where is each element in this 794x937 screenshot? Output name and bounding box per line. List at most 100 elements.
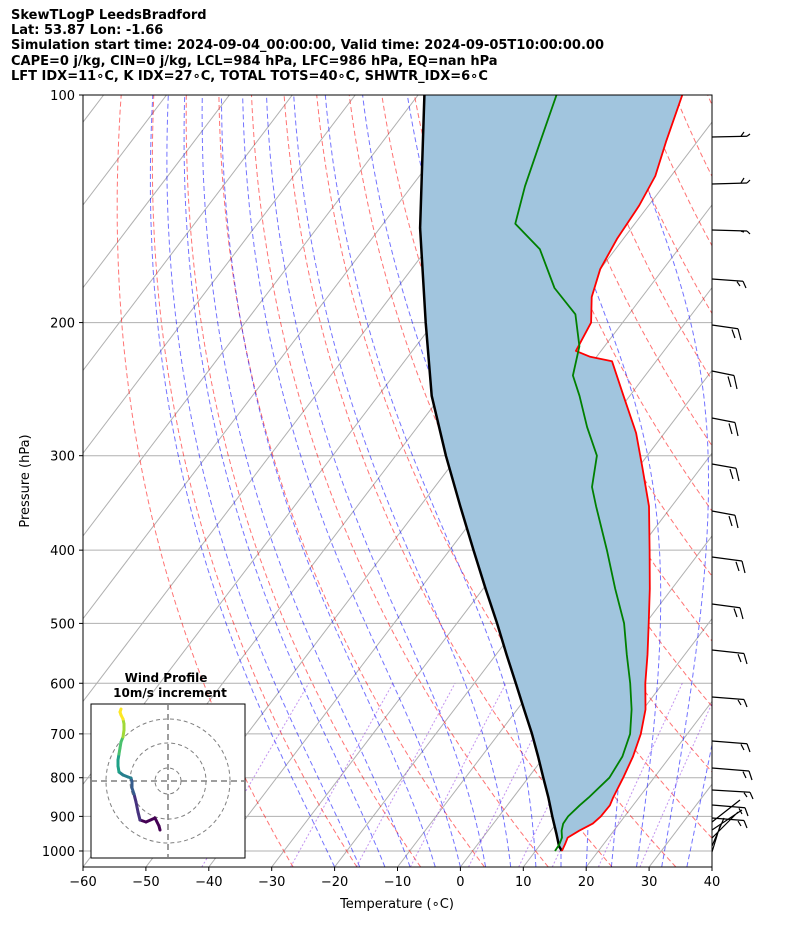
wind-barb	[711, 799, 743, 853]
wind-barb	[711, 177, 751, 185]
wind-barb-flag	[728, 423, 733, 435]
wind-barb-flag	[727, 376, 732, 388]
wind-barb-flag	[737, 328, 742, 341]
wind-barb-flag	[733, 608, 738, 618]
mixing-ratio-line	[468, 683, 562, 867]
wind-barb	[711, 767, 753, 781]
moist-adiabat	[529, 95, 662, 867]
parcel-line	[418, 95, 563, 852]
wind-barb-staff	[711, 789, 751, 793]
x-tick-label: 30	[641, 875, 658, 890]
wind-barb-staff	[711, 370, 735, 377]
wind-barb-flag	[741, 560, 746, 574]
inset-title: Wind Profile	[125, 671, 208, 685]
wind-barb-flag	[746, 743, 751, 753]
dewpoint-line	[514, 95, 633, 852]
moist-adiabat	[166, 95, 361, 867]
wind-barb	[711, 789, 754, 800]
x-tick-label: −20	[321, 875, 348, 890]
dry-adiabat	[283, 95, 613, 867]
x-tick-label: −60	[69, 875, 96, 890]
moist-adiabat	[324, 95, 537, 867]
wind-barb	[711, 463, 740, 482]
wind-barb-staff	[711, 603, 741, 609]
wind-barb-flag	[748, 770, 753, 781]
wind-barb-flag	[743, 653, 748, 665]
isotherm-line	[83, 95, 230, 289]
chart-title-block: SkewTLogP LeedsBradford Lat: 53.87 Lon: …	[11, 8, 604, 84]
wind-barb	[711, 804, 749, 817]
hodograph-trace	[116, 707, 162, 832]
wind-barb-flag	[740, 744, 745, 751]
isotherm-line	[83, 95, 482, 620]
isotherm-line	[83, 95, 105, 123]
x-tick-label: 10	[515, 875, 532, 890]
wind-barb-staff	[711, 463, 737, 469]
wind-barb	[711, 556, 746, 574]
moist-adiabat	[266, 95, 487, 867]
mixing-ratio-line	[355, 683, 456, 867]
y-axis-label: Pressure (hPa)	[18, 434, 33, 527]
wind-barb-flag	[749, 792, 754, 800]
wind-profile-inset: Wind Profile 10m/s increment	[90, 671, 246, 859]
y-tick-label: 200	[50, 317, 75, 332]
moist-adiabat	[242, 95, 461, 867]
hodograph-segment	[144, 816, 157, 824]
wind-barb-flag	[737, 653, 742, 663]
y-tick-label: 500	[50, 617, 75, 632]
x-axis-label: Temperature (∘C)	[339, 897, 454, 912]
wind-barb	[711, 229, 751, 235]
dry-adiabat	[151, 95, 358, 867]
wind-barb	[711, 417, 739, 437]
moist-adiabat	[737, 95, 794, 867]
mixing-ratio-line	[290, 683, 394, 867]
x-tick-label: −40	[195, 875, 222, 890]
wind-barb-staff	[711, 278, 744, 282]
chart-indices-1: CAPE=0 j/kg, CIN=0 j/kg, LCL=984 hPa, LF…	[11, 53, 498, 69]
wind-barb-staff	[711, 135, 748, 138]
y-axis-ticks: 100 200 300 400 500 600 700 800 900 1000	[42, 89, 83, 860]
wind-barb-flag	[737, 820, 742, 827]
moist-adiabat	[293, 95, 512, 867]
wind-barb-staff	[711, 696, 745, 701]
profile-lines	[418, 95, 684, 852]
y-tick-label: 1000	[42, 845, 75, 860]
wind-barb	[711, 370, 738, 390]
wind-barb-flag	[728, 515, 733, 527]
cape-cin-shading	[420, 95, 683, 851]
wind-barb-flag	[739, 607, 744, 620]
moist-adiabat	[220, 95, 436, 867]
wind-barb-flag	[746, 133, 751, 137]
wind-barb-flag	[736, 281, 741, 287]
wind-barb-flag	[735, 561, 740, 572]
y-tick-label: 800	[50, 772, 75, 787]
wind-barb-flag	[735, 468, 740, 482]
x-tick-label: 0	[456, 875, 464, 890]
temperature-line	[561, 95, 684, 852]
moist-adiabat	[686, 742, 712, 867]
wind-barb-flag	[737, 699, 742, 706]
wind-barb-flag	[731, 329, 736, 339]
moist-adiabat	[711, 864, 712, 867]
wind-barb-flag	[740, 230, 745, 233]
wind-barb	[711, 740, 751, 753]
wind-barb-flag	[740, 177, 745, 184]
dry-adiabat	[251, 95, 549, 867]
wind-barb-flag	[734, 515, 739, 529]
wind-barb-flag	[742, 281, 747, 289]
wind-barb	[711, 649, 748, 665]
y-tick-label: 100	[50, 89, 75, 104]
wind-barb-staff	[711, 804, 746, 809]
chart-location: Lat: 53.87 Lon: -1.66	[11, 23, 164, 39]
wind-barb	[711, 510, 739, 529]
wind-barb-flag	[746, 179, 751, 184]
isotherm-line	[648, 783, 712, 867]
wind-barb-staff	[711, 740, 748, 745]
dry-adiabat	[740, 95, 794, 867]
shaded-area	[420, 95, 683, 851]
x-tick-label: −50	[132, 875, 159, 890]
x-tick-label: 20	[578, 875, 595, 890]
dry-adiabat	[218, 95, 485, 867]
isotherm-line	[83, 95, 419, 537]
x-tick-label: 40	[704, 875, 721, 890]
